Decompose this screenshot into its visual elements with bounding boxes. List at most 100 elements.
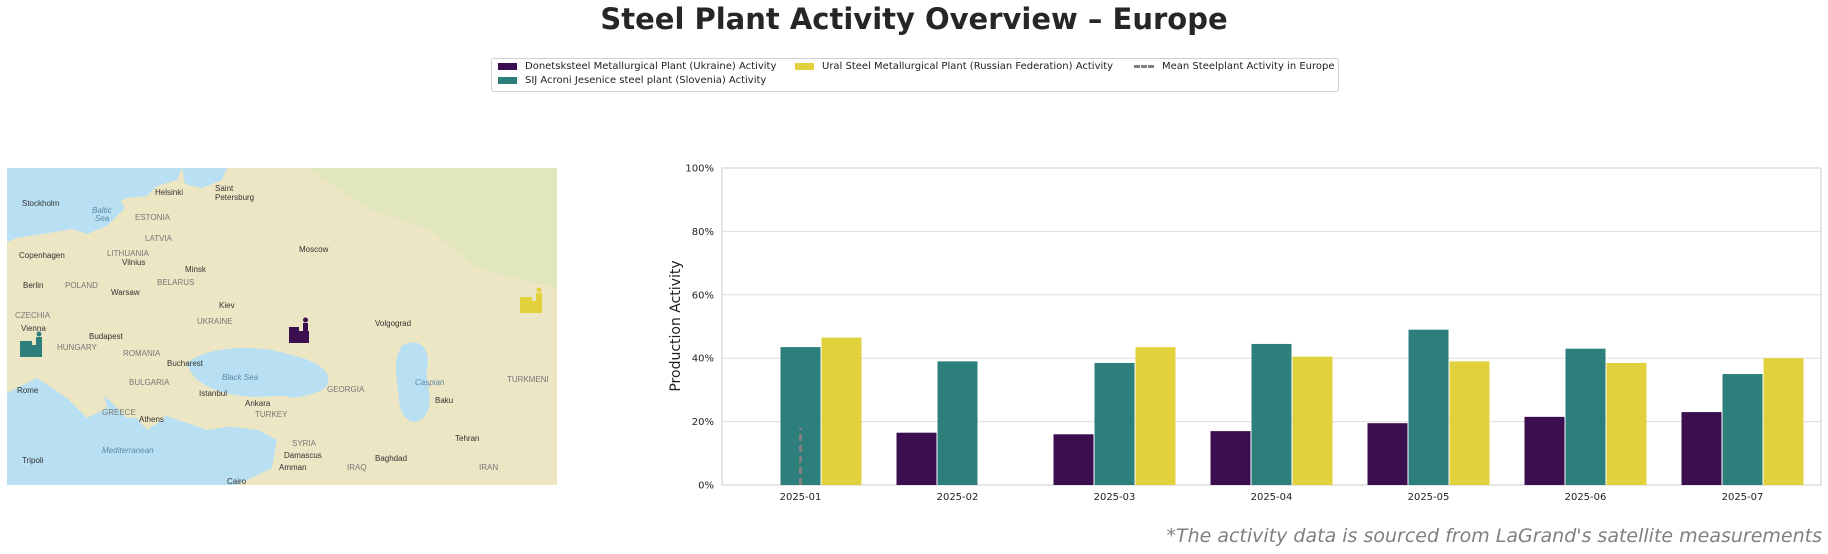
bar-series-2-2025-04 <box>1292 356 1333 485</box>
map-label-saint: Saint <box>215 184 234 193</box>
x-tick-label: 2025-04 <box>1251 492 1293 503</box>
y-axis-label: Production Activity <box>668 260 684 391</box>
legend-item-ural: Ural Steel Metallurgical Plant (Russian … <box>795 61 1113 72</box>
map-labels: Stockholm Helsinki Saint Petersburg Balt… <box>15 184 549 485</box>
y-tick-label: 40% <box>692 354 714 365</box>
bar-series-2-2025-06 <box>1606 362 1647 485</box>
map-label-czechia: CZECHIA <box>15 311 51 320</box>
map-label-lithuania: LITHUANIA <box>107 249 149 258</box>
legend-swatch-mean <box>1134 65 1154 68</box>
legend-label-acroni: SIJ Acroni Jesenice steel plant (Sloveni… <box>525 75 767 86</box>
x-tick-label: 2025-05 <box>1408 492 1450 503</box>
map-russia-plain <box>307 168 557 288</box>
y-tick-label: 0% <box>698 481 714 492</box>
map-gulf-of-finland <box>182 168 227 188</box>
map-label-georgia: GEORGIA <box>327 385 365 394</box>
y-tick-label: 20% <box>692 417 714 428</box>
x-tick-label: 2025-01 <box>780 492 822 503</box>
chart-title: Steel Plant Activity Overview – Europe <box>600 2 1228 36</box>
map-label-estonia: ESTONIA <box>135 213 171 222</box>
map-label-moscow: Moscow <box>299 245 329 254</box>
europe-map: Stockholm Helsinki Saint Petersburg Balt… <box>7 168 557 485</box>
bar-series-0-2025-06 <box>1524 416 1565 485</box>
bar-series-1-2025-05 <box>1408 329 1449 485</box>
map-label-baltic: Baltic <box>92 206 112 215</box>
map-label-petersburg: Petersburg <box>215 193 254 202</box>
map-marker-donetsksteel <box>289 317 309 343</box>
map-label-istanbul: Istanbul <box>199 389 227 398</box>
map-label-minsk: Minsk <box>185 265 207 274</box>
map-label-iran: IRAN <box>479 463 498 472</box>
map-label-copenhagen: Copenhagen <box>19 251 65 260</box>
map-label-baltic-sea: Sea <box>95 214 110 223</box>
map-label-romania: ROMANIA <box>123 349 161 358</box>
bar-series-1-2025-03 <box>1094 362 1135 485</box>
map-label-kiev: Kiev <box>219 301 235 310</box>
map-label-poland: POLAND <box>65 281 98 290</box>
legend-swatch-acroni <box>498 77 517 84</box>
footnote: *The activity data is sourced from LaGra… <box>1166 525 1822 547</box>
legend: Donetsksteel Metallurgical Plant (Ukrain… <box>491 58 1339 92</box>
bar-series-1-2025-02 <box>937 361 978 485</box>
legend-swatch-ural <box>795 63 814 70</box>
map-label-athens: Athens <box>139 415 164 424</box>
map-label-helsinki: Helsinki <box>155 188 183 197</box>
bar-series-1-2025-04 <box>1251 343 1292 485</box>
chart-bars <box>780 329 1804 485</box>
map-label-mediterranean: Mediterranean <box>102 446 154 455</box>
y-tick-label: 80% <box>692 227 714 238</box>
bar-series-2-2025-01 <box>821 337 862 485</box>
map-label-berlin: Berlin <box>23 281 43 290</box>
map-label-caspian: Caspian <box>415 378 445 387</box>
map-label-cairo: Cairo <box>227 477 247 485</box>
legend-label-mean: Mean Steelplant Activity in Europe <box>1162 61 1335 72</box>
map-label-greece: GREECE <box>102 408 136 417</box>
map-label-tripoli: Tripoli <box>22 456 44 465</box>
map-label-damascus: Damascus <box>284 451 322 460</box>
legend-item-donetsksteel: Donetsksteel Metallurgical Plant (Ukrain… <box>498 61 776 72</box>
map-label-vilnius: Vilnius <box>122 258 145 267</box>
legend-item-acroni: SIJ Acroni Jesenice steel plant (Sloveni… <box>498 75 766 86</box>
bar-series-0-2025-02 <box>896 432 937 485</box>
map-label-turkey: TURKEY <box>255 410 288 419</box>
y-tick-label: 60% <box>692 290 714 301</box>
map-marker-acroni <box>20 331 42 357</box>
map-label-bulgaria: BULGARIA <box>129 378 170 387</box>
map-label-ukraine: UKRAINE <box>197 317 233 326</box>
bar-series-0-2025-04 <box>1210 431 1251 485</box>
bar-series-1-2025-01 <box>780 347 821 485</box>
x-tick-label: 2025-07 <box>1722 492 1764 503</box>
legend-label-donetsksteel: Donetsksteel Metallurgical Plant (Ukrain… <box>525 61 777 72</box>
map-label-warsaw: Warsaw <box>111 288 140 297</box>
map-italy <box>67 373 107 418</box>
bar-series-0-2025-05 <box>1367 423 1408 485</box>
chart-ticks: 0% 20% 40% 60% 80% 100% 2025-01 2025-02 2025-03 2… <box>685 164 1763 504</box>
map-greece-land <box>135 394 165 430</box>
map-label-vienna: Vienna <box>21 324 46 333</box>
map-label-tehran: Tehran <box>455 434 479 443</box>
bar-series-0-2025-07 <box>1681 412 1722 485</box>
map-label-ankara: Ankara <box>245 399 271 408</box>
x-tick-label: 2025-03 <box>1094 492 1136 503</box>
map-label-bucharest: Bucharest <box>167 359 204 368</box>
map-label-baku: Baku <box>435 396 453 405</box>
bar-series-2-2025-03 <box>1135 347 1176 485</box>
map-black-sea <box>187 347 329 399</box>
x-tick-label: 2025-06 <box>1565 492 1607 503</box>
legend-label-ural: Ural Steel Metallurgical Plant (Russian … <box>822 61 1114 72</box>
bar-series-2-2025-05 <box>1449 361 1490 485</box>
map-label-rome: Rome <box>17 386 39 395</box>
bar-series-0-2025-03 <box>1053 434 1094 485</box>
map-label-stockholm: Stockholm <box>22 199 60 208</box>
map-label-iraq: IRAQ <box>347 463 367 472</box>
y-tick-label: 100% <box>685 164 714 175</box>
map-label-syria: SYRIA <box>292 439 317 448</box>
map-label-baghdad: Baghdad <box>375 454 407 463</box>
x-tick-label: 2025-02 <box>937 492 979 503</box>
map-baltic-inner <box>67 196 125 234</box>
map-label-latvia: LATVIA <box>145 234 173 243</box>
map-label-amman: Amman <box>279 463 307 472</box>
map-label-turkmeni: TURKMENI <box>507 375 549 384</box>
map-label-black-sea: Black Sea <box>222 373 259 382</box>
